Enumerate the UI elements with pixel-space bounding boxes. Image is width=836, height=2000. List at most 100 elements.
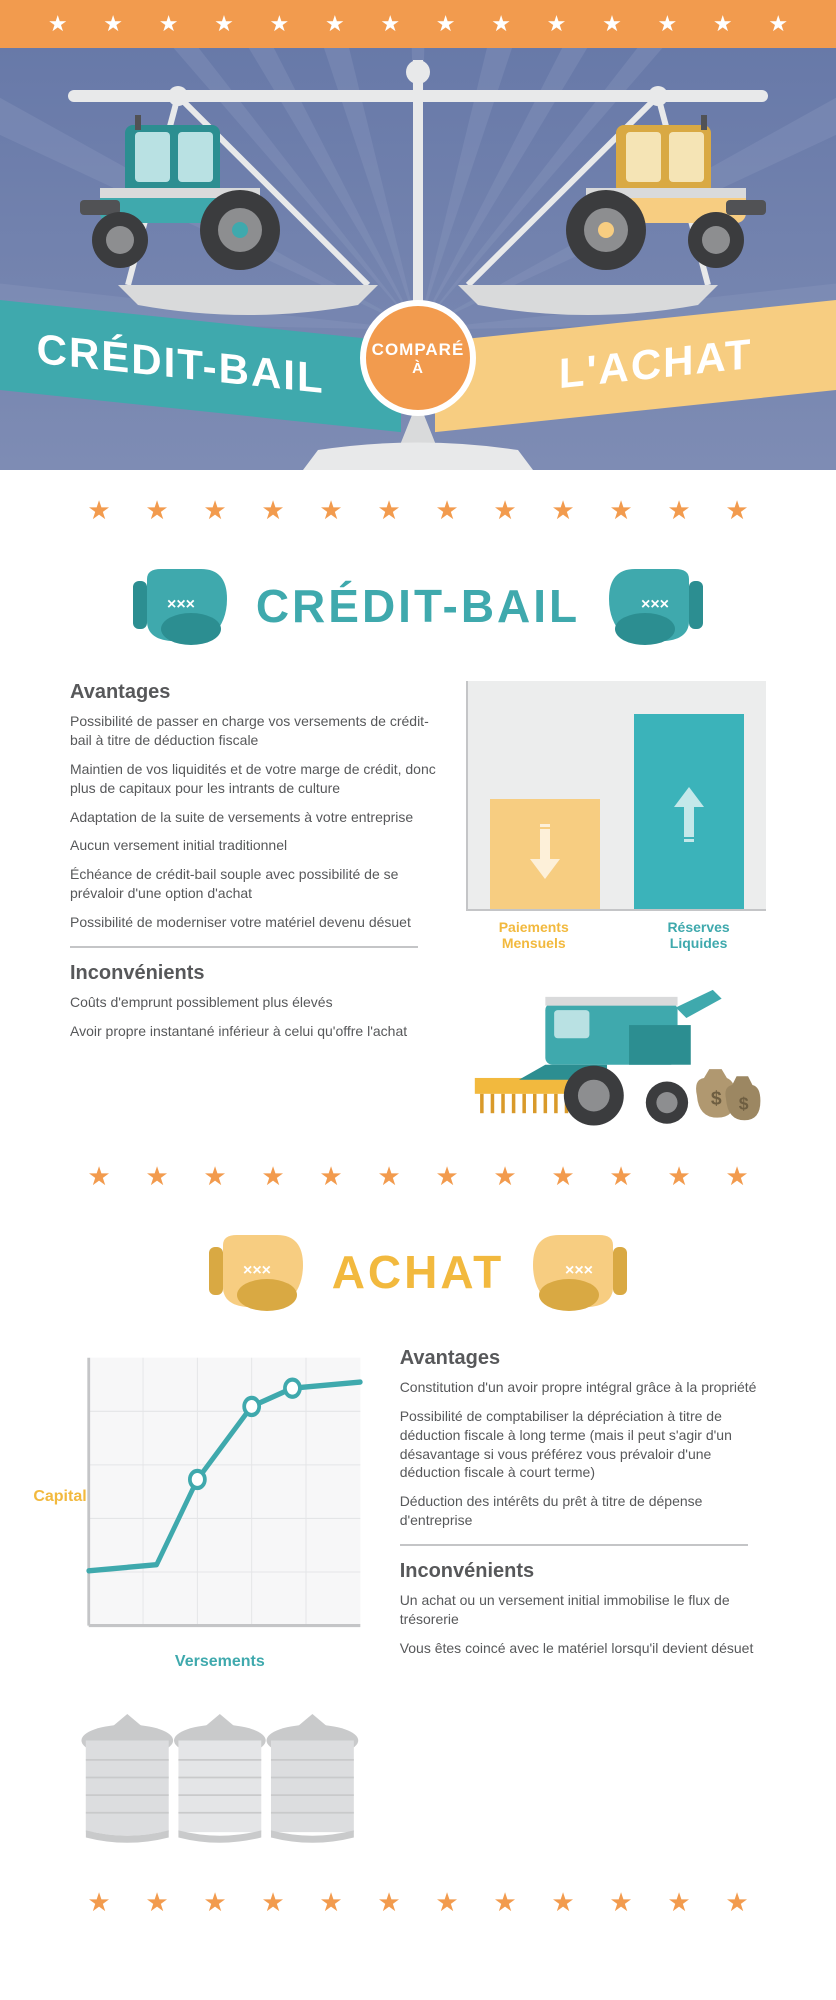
star-icon: ★ xyxy=(551,1161,574,1192)
star-icon: ★ xyxy=(145,1161,168,1192)
star-icon: ★ xyxy=(493,495,516,526)
star-icon: ★ xyxy=(657,11,677,37)
linechart-wrap: Capital Versements xyxy=(70,1347,370,1647)
star-icon: ★ xyxy=(435,1161,458,1192)
star-icon: ★ xyxy=(377,1887,400,1918)
star-icon: ★ xyxy=(547,11,567,37)
star-icon: ★ xyxy=(159,11,179,37)
credit-bail-graphic: Paiements Mensuels Réserves Liquides xyxy=(466,681,766,1136)
credit-bail-section: Avantages Possibilité de passer en charg… xyxy=(0,681,836,1136)
star-icon: ★ xyxy=(609,1887,632,1918)
star-icon: ★ xyxy=(261,495,284,526)
star-icon: ★ xyxy=(319,495,342,526)
achat-avantages-heading: Avantages xyxy=(400,1347,766,1370)
compare-line1: COMPARÉ xyxy=(372,340,465,360)
cb-inconvenients-heading: Inconvénients xyxy=(70,962,436,985)
linechart-y-label: Capital xyxy=(25,1488,95,1506)
arrow-down-icon xyxy=(520,824,570,884)
star-icon: ★ xyxy=(725,1887,748,1918)
compare-badge: COMPARÉ À xyxy=(360,300,476,416)
tractor-teal-icon xyxy=(40,110,320,275)
star-icon: ★ xyxy=(87,1161,110,1192)
star-icon: ★ xyxy=(325,11,345,37)
cb-avantage-item: Maintien de vos liquidités et de votre m… xyxy=(70,760,436,798)
cb-inconvenient-item: Avoir propre instantané inférieur à celu… xyxy=(70,1022,436,1041)
linechart-x-label: Versements xyxy=(175,1653,265,1671)
star-divider: ★★★★★★★★★★★★ xyxy=(0,1136,836,1217)
star-icon: ★ xyxy=(203,1161,226,1192)
star-icon: ★ xyxy=(435,495,458,526)
star-icon: ★ xyxy=(493,1161,516,1192)
achat-title-wrap: ××× ACHAT ××× xyxy=(0,1227,836,1317)
star-icon: ★ xyxy=(667,1161,690,1192)
divider xyxy=(70,946,418,948)
svg-text:$: $ xyxy=(711,1087,722,1109)
svg-text:×××: ××× xyxy=(167,596,195,613)
silos-illustration xyxy=(70,1707,370,1862)
barchart xyxy=(466,681,766,911)
bar-paiements xyxy=(490,799,600,909)
achat-section: Avantages Constitution d'un avoir propre… xyxy=(0,1347,836,1862)
boxing-glove-left-icon: ××× xyxy=(207,1227,307,1317)
hero-section: ★ ★ ★ ★ ★ ★ ★ ★ ★ ★ ★ ★ ★ ★ xyxy=(0,0,836,470)
star-icon: ★ xyxy=(380,11,400,37)
star-icon: ★ xyxy=(48,11,68,37)
star-icon: ★ xyxy=(725,1161,748,1192)
star-icon: ★ xyxy=(261,1161,284,1192)
star-icon: ★ xyxy=(667,1887,690,1918)
star-icon: ★ xyxy=(203,495,226,526)
bar-label-reserves: Réserves Liquides xyxy=(644,919,754,951)
star-divider: ★★★★★★★★★★★★ xyxy=(0,470,836,551)
achat-avantage-item: Constitution d'un avoir propre intégral … xyxy=(400,1378,766,1397)
bar-reserves xyxy=(634,714,744,909)
bar-labels: Paiements Mensuels Réserves Liquides xyxy=(466,919,766,951)
credit-bail-title: CRÉDIT-BAIL xyxy=(256,579,580,633)
cb-avantage-item: Possibilité de passer en charge vos vers… xyxy=(70,712,436,750)
star-icon: ★ xyxy=(713,11,733,37)
star-icon: ★ xyxy=(203,1887,226,1918)
infographic-container: ★ ★ ★ ★ ★ ★ ★ ★ ★ ★ ★ ★ ★ ★ xyxy=(0,0,836,2000)
bar-label-paiements: Paiements Mensuels xyxy=(479,919,589,951)
svg-text:$: $ xyxy=(739,1094,749,1114)
linechart xyxy=(70,1347,370,1647)
achat-inconvenient-item: Un achat ou un versement initial immobil… xyxy=(400,1591,766,1629)
barchart-wrap: Paiements Mensuels Réserves Liquides xyxy=(466,681,766,951)
star-icon: ★ xyxy=(435,1887,458,1918)
star-divider: ★★★★★★★★★★★★ xyxy=(0,1862,836,1943)
harvester-illustration: $ $ xyxy=(466,981,766,1136)
boxing-glove-right-icon: ××× xyxy=(605,561,705,651)
star-icon: ★ xyxy=(145,495,168,526)
star-icon: ★ xyxy=(87,495,110,526)
cb-avantage-item: Adaptation de la suite de versements à v… xyxy=(70,808,436,827)
svg-text:×××: ××× xyxy=(641,596,669,613)
star-icon: ★ xyxy=(214,11,234,37)
credit-bail-title-wrap: ××× CRÉDIT-BAIL ××× xyxy=(0,561,836,651)
star-icon: ★ xyxy=(377,1161,400,1192)
star-icon: ★ xyxy=(491,11,511,37)
arrow-up-icon xyxy=(664,782,714,842)
achat-inconvenient-item: Vous êtes coincé avec le matériel lorsqu… xyxy=(400,1639,766,1658)
achat-avantage-item: Possibilité de comptabiliser la déprécia… xyxy=(400,1407,766,1483)
star-icon: ★ xyxy=(103,11,123,37)
star-icon: ★ xyxy=(270,11,290,37)
credit-bail-text: Avantages Possibilité de passer en charg… xyxy=(70,681,436,1136)
cb-avantage-item: Aucun versement initial traditionnel xyxy=(70,836,436,855)
achat-avantage-item: Déduction des intérêts du prêt à titre d… xyxy=(400,1492,766,1530)
star-icon: ★ xyxy=(436,11,456,37)
star-icon: ★ xyxy=(551,1887,574,1918)
star-icon: ★ xyxy=(768,11,788,37)
tractor-yellow-icon xyxy=(516,110,796,275)
cb-avantage-item: Possibilité de moderniser votre matériel… xyxy=(70,913,436,932)
achat-text: Avantages Constitution d'un avoir propre… xyxy=(400,1347,766,1862)
star-icon: ★ xyxy=(145,1887,168,1918)
star-icon: ★ xyxy=(609,495,632,526)
star-icon: ★ xyxy=(667,495,690,526)
achat-inconvenients-heading: Inconvénients xyxy=(400,1560,766,1583)
star-icon: ★ xyxy=(87,1887,110,1918)
star-icon: ★ xyxy=(609,1161,632,1192)
svg-text:×××: ××× xyxy=(565,1262,593,1279)
star-icon: ★ xyxy=(377,495,400,526)
cb-avantage-item: Échéance de crédit-bail souple avec poss… xyxy=(70,865,436,903)
star-icon: ★ xyxy=(551,495,574,526)
divider xyxy=(400,1544,748,1546)
